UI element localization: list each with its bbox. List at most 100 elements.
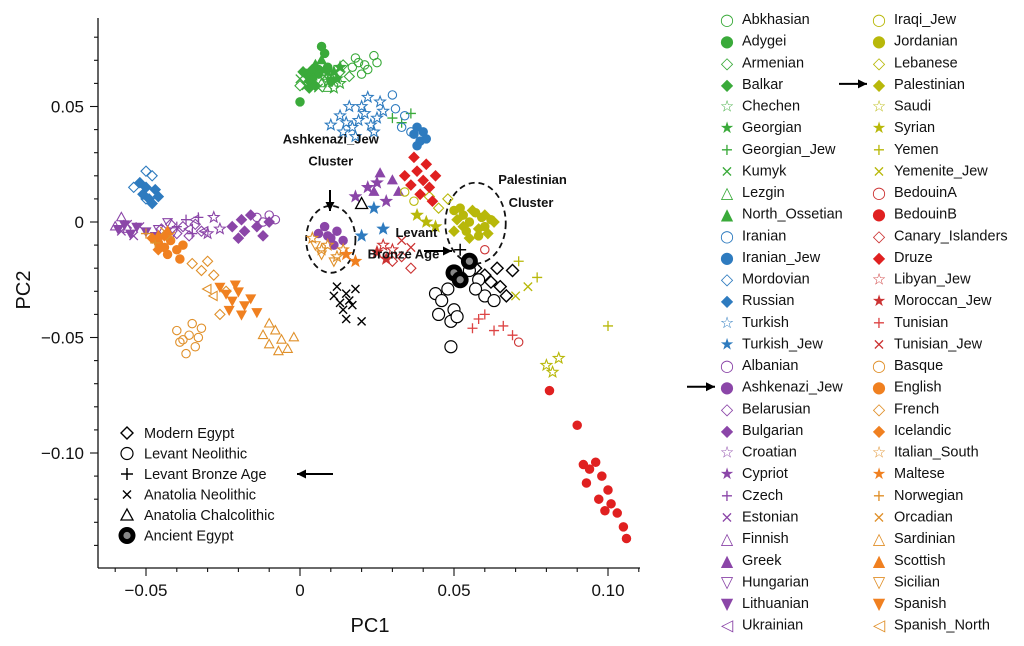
samples-legend-label: Anatolia Chalcolithic: [144, 508, 275, 524]
legend-marker: ▲: [721, 205, 734, 224]
legend-label: Balkar: [742, 77, 783, 93]
legend-marker: ☆: [872, 97, 886, 116]
samples-legend-label: Levant Bronze Age: [144, 467, 267, 483]
point-mordovian: [140, 165, 152, 177]
legend-label: Kumyk: [742, 163, 787, 179]
point-maltese: [348, 254, 363, 268]
point-palestinian: [457, 220, 470, 233]
ancient-egypt-core: [456, 276, 464, 284]
point-tunisian: [489, 325, 500, 336]
samples-legend-marker: [121, 468, 133, 480]
point-bedouinb: [590, 457, 601, 467]
legend-label: Maltese: [894, 466, 945, 482]
point-french: [207, 269, 220, 281]
point-georgian: [330, 71, 344, 85]
point-iranian: [396, 122, 407, 133]
point-anatolia-neolithic: [332, 282, 342, 292]
point-anatolia-neolithic: [341, 289, 351, 299]
point-bulgarian: [226, 220, 239, 233]
point-levant-neolithic: [468, 282, 483, 296]
point-tunisian: [507, 330, 518, 341]
legend-label: Armenian: [742, 55, 804, 71]
legend-marker: ○: [720, 226, 734, 245]
point-basque: [181, 348, 191, 359]
legend-label: Adygei: [742, 34, 786, 50]
point-sardinian: [288, 331, 300, 342]
point-iraqi_jew: [399, 187, 410, 197]
point-palestinian: [472, 223, 485, 235]
y-tick-label: −0.10: [41, 444, 84, 463]
point-iranian: [387, 90, 398, 100]
samples-legend-marker: [120, 426, 134, 440]
point-palestinian: [463, 232, 476, 244]
legend-label: Moroccan_Jew: [894, 293, 992, 309]
cluster-circle: [305, 204, 357, 274]
point-bedouinb: [603, 485, 613, 495]
point-bedouina: [480, 244, 490, 255]
legend-label: Bulgarian: [742, 423, 803, 439]
point-moroccan_jew: [379, 251, 394, 265]
legend-marker: ☆: [872, 443, 886, 462]
x-tick-label: 0: [295, 581, 304, 600]
legend-marker: ☆: [720, 443, 734, 462]
point-iraqi_jew: [409, 196, 419, 206]
legend-marker: ×: [872, 507, 885, 526]
legend-marker: ◁: [872, 616, 886, 635]
point-yemen: [532, 272, 543, 283]
legend-marker: ★: [872, 118, 886, 137]
point-abkhasian: [372, 57, 382, 68]
legend-marker: ◇: [721, 53, 734, 72]
point-turkish: [336, 124, 351, 138]
point-lezgin: [306, 70, 318, 81]
point-sicilian: [309, 241, 321, 252]
point-spanish: [214, 282, 226, 293]
point-basque: [190, 341, 201, 352]
legend-label: Icelandic: [894, 423, 951, 439]
arrow-head: [858, 79, 867, 89]
point-cypriot: [360, 180, 375, 194]
point-ukrainian: [198, 225, 209, 237]
point-italian_south: [305, 230, 320, 245]
point-abkhasian: [359, 60, 370, 70]
point-north_ossetian: [319, 63, 331, 74]
point-anatolia-neolithic: [341, 314, 351, 324]
point-yemen: [602, 320, 614, 331]
levant-bronze-arrow: [424, 246, 452, 256]
point-lezgin: [322, 81, 334, 92]
point-modern-egypt: [505, 263, 520, 278]
point-syrian: [419, 214, 434, 228]
point-turkish: [351, 113, 366, 127]
point-abkhasian: [353, 57, 364, 68]
point-scottish: [152, 229, 164, 240]
point-levant-neolithic: [450, 310, 464, 324]
point-bedouinb: [606, 499, 616, 509]
arrow-head: [706, 382, 715, 392]
point-sardinian: [263, 338, 275, 349]
point-anatolia-neolithic: [344, 296, 354, 306]
point-spanish: [223, 305, 235, 316]
legend-label: French: [894, 401, 939, 417]
legend-label: Hungarian: [742, 574, 809, 590]
legend-marker: ○: [872, 183, 886, 202]
legend-marker: +: [872, 140, 885, 159]
point-finnish: [115, 211, 127, 222]
point-lithuanian: [131, 222, 143, 233]
legend-marker: ○: [872, 356, 886, 375]
point-spanish: [220, 289, 232, 300]
point-french: [214, 308, 226, 321]
point-canary_islanders: [405, 262, 417, 275]
x-tick-label: −0.05: [124, 581, 167, 600]
point-turkish: [363, 117, 378, 131]
point-bedouinb: [578, 459, 589, 470]
legend-label: Lithuanian: [742, 596, 809, 612]
point-druze: [408, 151, 420, 164]
point-palestinian: [451, 213, 463, 226]
point-english: [175, 254, 185, 264]
legend-marker: ◇: [721, 399, 734, 418]
point-druze: [426, 195, 439, 208]
legend-label: Georgian_Jew: [742, 142, 836, 158]
legend-marker: +: [720, 486, 733, 505]
point-balkar: [297, 66, 309, 78]
y-tick-label: −0.05: [41, 329, 84, 348]
point-bedouinb: [581, 478, 592, 488]
